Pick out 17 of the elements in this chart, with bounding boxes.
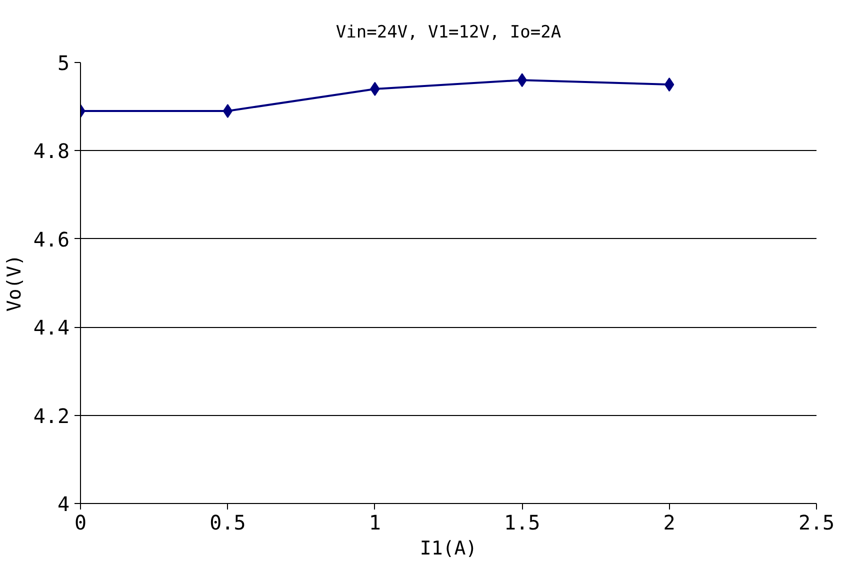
x-tick-label: 2.5 bbox=[798, 510, 835, 534]
x-axis-title: I1(A) bbox=[420, 538, 478, 560]
point bbox=[664, 78, 674, 92]
y-tick-label: 4.2 bbox=[33, 404, 70, 428]
y-tick-label: 5 bbox=[57, 51, 70, 75]
x-tick-label: 1 bbox=[368, 510, 381, 534]
x-tick-label: 1.5 bbox=[504, 510, 540, 534]
y-tick-label: 4.4 bbox=[33, 316, 70, 340]
point bbox=[222, 104, 233, 118]
x-tick-label: 0 bbox=[74, 510, 87, 534]
y-tick-label: 4 bbox=[57, 492, 70, 516]
y-tick-label: 4.8 bbox=[33, 139, 70, 164]
x-tick-label: 2 bbox=[663, 510, 676, 534]
chart-title: Vin=24V, V1=12V, Io=2A bbox=[336, 22, 562, 42]
y-tick-label: 4.6 bbox=[33, 227, 70, 252]
x-tick-label: 0.5 bbox=[210, 510, 246, 534]
y-axis-title: Vo(V) bbox=[3, 254, 26, 312]
